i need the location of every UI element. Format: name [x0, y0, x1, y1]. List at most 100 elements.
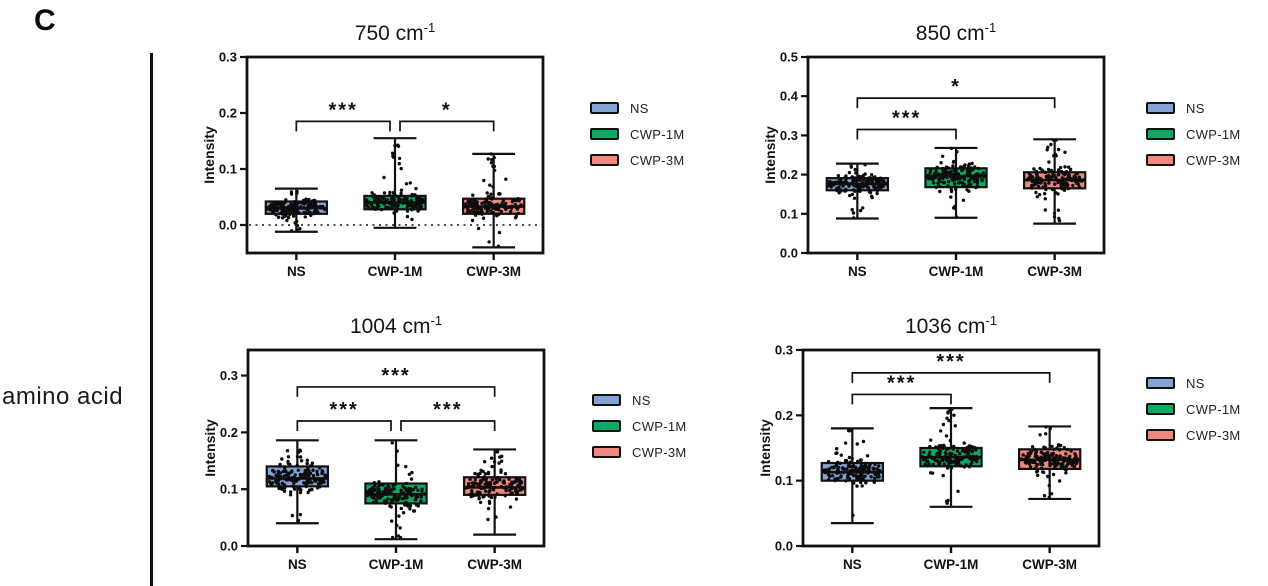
row-label-amino-acid: amino acid [2, 383, 124, 410]
svg-text:0.0: 0.0 [219, 218, 237, 233]
svg-text:***: *** [892, 108, 921, 130]
legend-item-CWP-1M: CWP-1M [592, 417, 687, 435]
chart-title: 1036 cm-1 [905, 313, 997, 338]
legend-item-CWP-3M: CWP-3M [1146, 151, 1241, 169]
x-category-label: CWP-1M [929, 264, 984, 279]
legend-swatch-icon [590, 102, 619, 114]
y-axis-label: Intensity [201, 126, 217, 184]
legend-swatch-icon [1146, 403, 1175, 415]
scatter-CWP-1M [363, 143, 426, 222]
legend-label: CWP-3M [1186, 152, 1241, 168]
x-category-label: NS [288, 557, 307, 572]
significance-bracket: * [856, 76, 1056, 109]
svg-text:0.2: 0.2 [775, 408, 793, 423]
scatter-CWP-3M [463, 152, 525, 248]
legend-item-CWP-3M: CWP-3M [590, 151, 685, 169]
svg-text:***: *** [329, 399, 358, 421]
panel-1004: 1004 cm-1 Intensity 0.0 0.1 0.2 0.3 *** *** *** N… [170, 302, 580, 586]
x-category-label: NS [848, 264, 867, 279]
significance-bracket: *** [296, 399, 392, 432]
scatter-CWP-3M [1018, 425, 1079, 500]
legend-swatch-icon [1146, 102, 1175, 114]
significance-bracket: *** [295, 99, 391, 132]
legend-1036: NS CWP-1M CWP-3M [1146, 374, 1241, 452]
scatter-NS [822, 428, 882, 517]
legend-item-NS: NS [1146, 99, 1241, 117]
significance-bracket: *** [851, 372, 952, 405]
significance-bracket: *** [856, 108, 957, 140]
svg-text:0.1: 0.1 [780, 206, 798, 221]
legend-label: CWP-1M [1186, 401, 1241, 417]
significance-bracket: *** [851, 351, 1051, 383]
y-axis-label: Intensity [202, 419, 218, 477]
x-category-label: CWP-3M [1022, 557, 1077, 572]
scatter-CWP-3M [1025, 138, 1086, 223]
legend-swatch-icon [590, 154, 619, 166]
x-category-label: CWP-3M [466, 264, 521, 279]
svg-text:0.3: 0.3 [775, 343, 793, 358]
legend-item-CWP-3M: CWP-3M [1146, 426, 1241, 444]
svg-text:0.2: 0.2 [780, 167, 798, 182]
x-category-label: CWP-1M [369, 557, 424, 572]
svg-text:***: *** [887, 372, 916, 394]
scatter-CWP-1M [364, 441, 426, 540]
scatter-NS [265, 189, 327, 233]
legend-item-CWP-3M: CWP-3M [592, 443, 687, 461]
svg-text:0.4: 0.4 [780, 89, 799, 104]
svg-text:***: *** [936, 351, 965, 373]
svg-text:***: *** [381, 365, 410, 387]
chart-title: 1004 cm-1 [350, 313, 442, 338]
svg-text:*: * [951, 76, 961, 98]
panel-1036: 1036 cm-1 Intensity 0.0 0.1 0.2 0.3 *** *** NS CW… [725, 302, 1135, 586]
legend-1004: NS CWP-1M CWP-3M [592, 391, 687, 469]
scatter-NS [267, 448, 328, 523]
x-category-label: CWP-3M [1027, 264, 1082, 279]
svg-text:0.0: 0.0 [780, 246, 798, 261]
svg-text:0.1: 0.1 [219, 162, 237, 177]
legend-item-NS: NS [590, 99, 685, 117]
svg-text:0.0: 0.0 [775, 539, 793, 554]
legend-label: CWP-1M [630, 126, 685, 142]
svg-text:0.3: 0.3 [220, 368, 238, 383]
scatter-NS [826, 163, 889, 220]
chart-title: 850 cm-1 [916, 20, 996, 45]
legend-label: NS [632, 392, 651, 408]
panel-850: 850 cm-1 Intensity 0.0 0.1 0.2 0.3 0.4 0.5 *** * N… [730, 9, 1140, 304]
legend-label: NS [630, 100, 649, 116]
figure-panel-label: C [34, 4, 56, 37]
x-category-label: CWP-1M [924, 557, 979, 572]
legend-item-NS: NS [592, 391, 687, 409]
svg-text:0.3: 0.3 [780, 128, 798, 143]
significance-bracket: * [399, 99, 495, 132]
legend-item-CWP-1M: CWP-1M [1146, 125, 1241, 143]
legend-750: NS CWP-1M CWP-3M [590, 99, 685, 177]
legend-item-CWP-1M: CWP-1M [590, 125, 685, 143]
svg-text:***: *** [433, 399, 462, 421]
chart-1036-cm: 1036 cm-1 Intensity 0.0 0.1 0.2 0.3 *** *** NS CW… [757, 313, 1101, 572]
row-divider-line [150, 53, 153, 586]
chart-1004-cm: 1004 cm-1 Intensity 0.0 0.1 0.2 0.3 *** *** *** N… [202, 313, 546, 572]
panel-750: 750 cm-1 Intensity 0.0 0.1 0.2 0.3 *** * NS CWP-1… [169, 9, 579, 304]
legend-swatch-icon [592, 446, 621, 458]
legend-label: CWP-3M [630, 152, 685, 168]
legend-label: CWP-1M [1186, 126, 1241, 142]
legend-850: NS CWP-1M CWP-3M [1146, 99, 1241, 177]
chart-850-cm: 850 cm-1Intensity0.00.10.20.30.40.5****N… [762, 20, 1106, 279]
scatter-CWP-1M [925, 146, 988, 219]
legend-swatch-icon [592, 394, 621, 406]
x-category-label: CWP-1M [368, 264, 423, 279]
x-category-label: NS [843, 557, 862, 572]
svg-text:0.5: 0.5 [780, 50, 798, 65]
significance-bracket: *** [400, 399, 496, 432]
svg-text:0.2: 0.2 [220, 425, 238, 440]
svg-text:0.0: 0.0 [220, 539, 238, 554]
legend-swatch-icon [590, 128, 619, 140]
legend-swatch-icon [1146, 128, 1175, 140]
legend-label: CWP-3M [1186, 427, 1241, 443]
scatter-CWP-1M [920, 407, 980, 505]
svg-text:0.3: 0.3 [219, 50, 237, 65]
legend-item-NS: NS [1146, 374, 1241, 392]
legend-label: NS [1186, 375, 1205, 391]
